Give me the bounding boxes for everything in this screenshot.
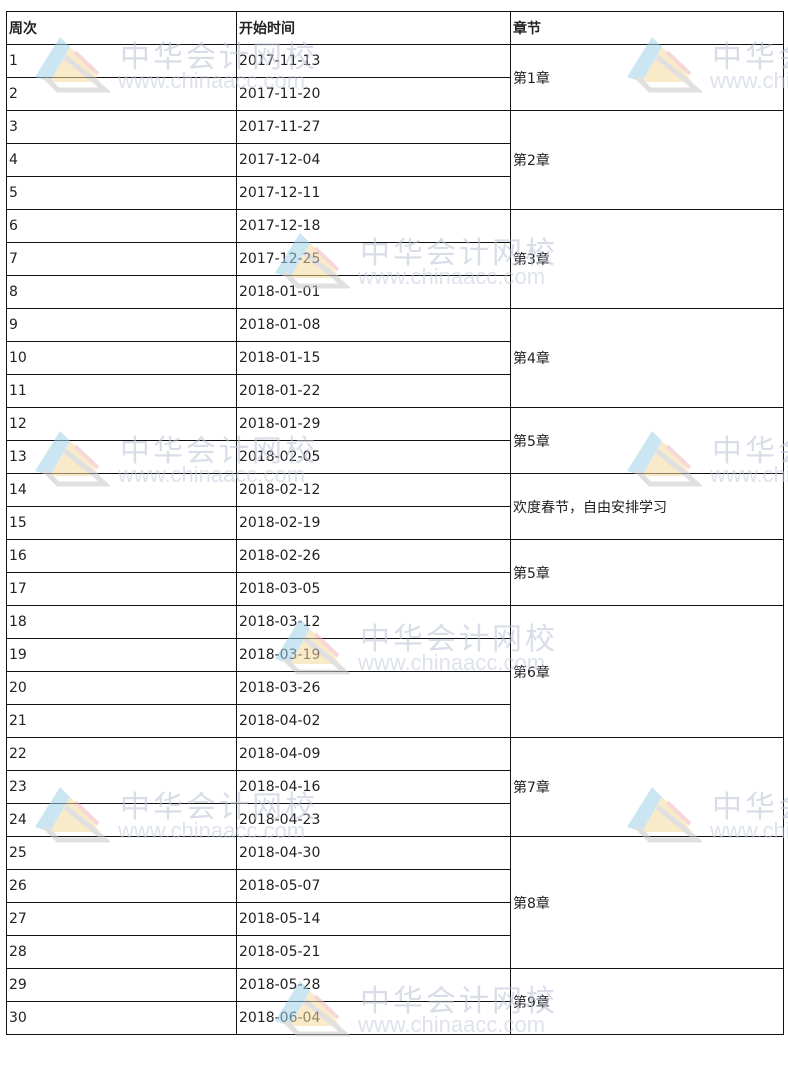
table-row: 21 2018-04-02	[6, 704, 784, 738]
week-cell: 18	[6, 605, 237, 639]
header-start-date: 开始时间	[236, 11, 511, 45]
chapter-cell: 第6章	[510, 605, 784, 738]
start-date-cell: 2018-06-04	[236, 1001, 511, 1035]
start-date-cell: 2018-02-19	[236, 506, 511, 540]
start-date-cell: 2018-03-05	[236, 572, 511, 606]
week-cell: 15	[6, 506, 237, 540]
table-row: 28 2018-05-21	[6, 935, 784, 969]
chapter-cell: 第4章	[510, 308, 784, 408]
chapter-cell: 第8章	[510, 836, 784, 969]
table-row: 9 2018-01-08 第4章	[6, 308, 784, 408]
start-date-cell: 2017-12-18	[236, 209, 511, 243]
table-row: 15 2018-02-19	[6, 506, 784, 540]
start-date-cell: 2018-01-15	[236, 341, 511, 375]
week-cell: 19	[6, 638, 237, 672]
start-date-cell: 2018-01-08	[236, 308, 511, 342]
week-cell: 2	[6, 77, 237, 111]
start-date-cell: 2018-04-02	[236, 704, 511, 738]
start-date-cell: 2018-01-29	[236, 407, 511, 441]
week-cell: 27	[6, 902, 237, 936]
start-date-cell: 2018-03-26	[236, 671, 511, 705]
chapter-cell: 第1章	[510, 44, 784, 111]
week-cell: 9	[6, 308, 237, 342]
week-cell: 25	[6, 836, 237, 870]
chapter-cell: 第3章	[510, 209, 784, 309]
start-date-cell: 2018-05-28	[236, 968, 511, 1002]
table-row: 1 2017-11-13 第1章	[6, 44, 784, 111]
chapter-cell: 第7章	[510, 737, 784, 837]
week-cell: 28	[6, 935, 237, 969]
table-row: 22 2018-04-09 第7章	[6, 737, 784, 837]
week-cell: 29	[6, 968, 237, 1002]
start-date-cell: 2017-12-04	[236, 143, 511, 177]
table-row: 3 2017-11-27 第2章	[6, 110, 784, 210]
start-date-cell: 2017-12-11	[236, 176, 511, 210]
start-date-cell: 2018-03-19	[236, 638, 511, 672]
start-date-cell: 2018-01-01	[236, 275, 511, 309]
week-cell: 11	[6, 374, 237, 408]
start-date-cell: 2018-04-09	[236, 737, 511, 771]
chapter-cell: 第2章	[510, 110, 784, 210]
table-row: 12 2018-01-29 第5章	[6, 407, 784, 474]
start-date-cell: 2018-05-21	[236, 935, 511, 969]
week-cell: 23	[6, 770, 237, 804]
start-date-cell: 2018-02-05	[236, 440, 511, 474]
start-date-cell: 2018-05-14	[236, 902, 511, 936]
start-date-cell: 2017-12-25	[236, 242, 511, 276]
header-chapter: 章节	[510, 11, 784, 45]
week-cell: 8	[6, 275, 237, 309]
week-cell: 10	[6, 341, 237, 375]
table-row: 18 2018-03-12 第6章	[6, 605, 784, 738]
week-cell: 30	[6, 1001, 237, 1035]
table-row: 16 2018-02-26 第5章	[6, 539, 784, 606]
start-date-cell: 2017-11-13	[236, 44, 511, 78]
table-row: 6 2017-12-18 第3章	[6, 209, 784, 309]
week-cell: 7	[6, 242, 237, 276]
start-date-cell: 2018-05-07	[236, 869, 511, 903]
start-date-cell: 2018-04-16	[236, 770, 511, 804]
week-cell: 5	[6, 176, 237, 210]
week-cell: 12	[6, 407, 237, 441]
table-row: 5 2017-12-11	[6, 176, 784, 210]
week-cell: 20	[6, 671, 237, 705]
table-row: 14 2018-02-12 欢度春节，自由安排学习	[6, 473, 784, 540]
chapter-cell: 第9章	[510, 968, 784, 1035]
chapter-cell: 第5章	[510, 407, 784, 474]
week-cell: 26	[6, 869, 237, 903]
start-date-cell: 2018-04-23	[236, 803, 511, 837]
week-cell: 13	[6, 440, 237, 474]
week-cell: 1	[6, 44, 237, 78]
week-cell: 17	[6, 572, 237, 606]
table-row: 4 2017-12-04	[6, 143, 784, 177]
start-date-cell: 2018-04-30	[236, 836, 511, 870]
week-cell: 24	[6, 803, 237, 837]
week-cell: 6	[6, 209, 237, 243]
start-date-cell: 2017-11-20	[236, 77, 511, 111]
table-row: 17 2018-03-05	[6, 572, 784, 606]
start-date-cell: 2018-03-12	[236, 605, 511, 639]
week-cell: 16	[6, 539, 237, 573]
week-cell: 21	[6, 704, 237, 738]
chapter-cell: 欢度春节，自由安排学习	[510, 473, 784, 540]
start-date-cell: 2018-02-26	[236, 539, 511, 573]
table-row: 25 2018-04-30 第8章	[6, 836, 784, 969]
chapter-cell: 第5章	[510, 539, 784, 606]
week-cell: 4	[6, 143, 237, 177]
start-date-cell: 2018-02-12	[236, 473, 511, 507]
week-cell: 3	[6, 110, 237, 144]
table-row: 20 2018-03-26	[6, 671, 784, 705]
table-row: 11 2018-01-22	[6, 374, 784, 408]
table-row: 8 2018-01-01	[6, 275, 784, 309]
week-cell: 14	[6, 473, 237, 507]
week-cell: 22	[6, 737, 237, 771]
start-date-cell: 2017-11-27	[236, 110, 511, 144]
schedule-table: 周次 开始时间 章节 1 2017-11-13 第1章 2 2017-11-20 3 201…	[6, 11, 784, 1035]
header-row: 周次 开始时间 章节	[6, 11, 784, 45]
start-date-cell: 2018-01-22	[236, 374, 511, 408]
table-row: 29 2018-05-28 第9章	[6, 968, 784, 1035]
header-week: 周次	[6, 11, 237, 45]
